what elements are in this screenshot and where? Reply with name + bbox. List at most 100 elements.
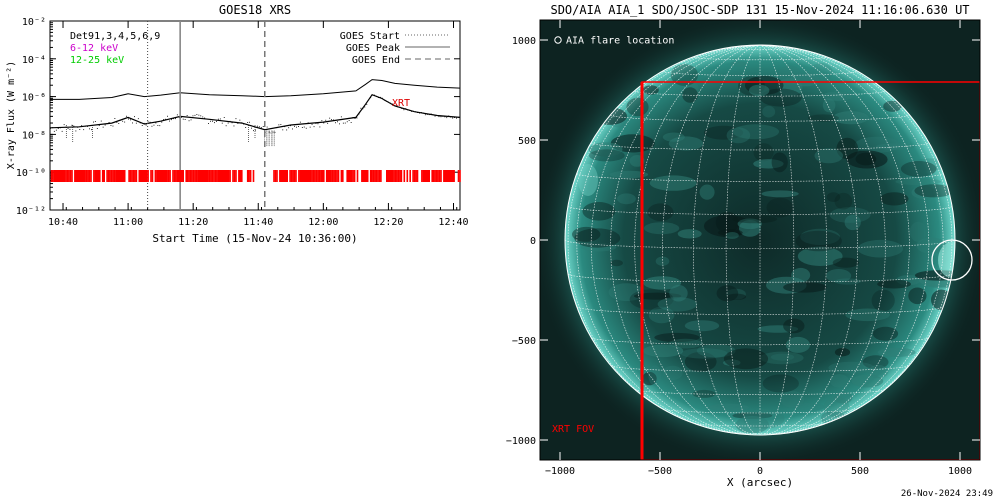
goes-noise-point bbox=[135, 122, 137, 124]
goes-noise-point bbox=[403, 109, 405, 111]
xrt-exposure-mark bbox=[350, 170, 353, 182]
xrt-exposure-mark bbox=[451, 170, 454, 182]
goes-noise-point bbox=[342, 122, 344, 124]
goes-y-tick-label: 10⁻⁴ bbox=[22, 55, 46, 66]
aia-y-tick-label: 1000 bbox=[512, 36, 536, 47]
disk-texture-blob bbox=[735, 416, 769, 434]
xrt-exposure-mark bbox=[340, 170, 343, 182]
disk-texture-blob bbox=[643, 85, 659, 95]
goes-noise-point bbox=[143, 122, 145, 124]
goes-x-tick-label: 12:20 bbox=[373, 217, 403, 228]
xrt-exposure-mark bbox=[167, 170, 170, 182]
disk-texture-blob bbox=[900, 161, 937, 177]
goes-x-tick-label: 11:40 bbox=[243, 217, 273, 228]
disk-texture-blob bbox=[699, 184, 715, 200]
goes-noise-point bbox=[356, 117, 358, 119]
goes-noise-point bbox=[93, 121, 94, 123]
goes-noise-point bbox=[194, 114, 196, 116]
disk-texture-blob bbox=[851, 374, 884, 388]
goes-noise-point bbox=[335, 122, 336, 124]
goes-noise-point bbox=[319, 126, 321, 128]
disk-texture-blob bbox=[643, 222, 680, 235]
xrt-exposure-mark bbox=[371, 170, 373, 182]
xrt-exposure-mark bbox=[197, 170, 199, 182]
xrt-exposure-mark bbox=[109, 170, 111, 182]
goes-noise-point bbox=[407, 109, 409, 111]
goes-x-tick-label: 11:20 bbox=[178, 217, 208, 228]
xrt-exposure-mark bbox=[325, 170, 328, 182]
goes-noise-point bbox=[225, 125, 227, 127]
goes-noise-point bbox=[286, 129, 288, 131]
goes-y-tick-label: 10⁻⁶ bbox=[22, 93, 46, 104]
disk-texture-blob bbox=[762, 374, 799, 393]
goes-noise-point bbox=[362, 108, 364, 110]
xrt-exposure-mark bbox=[336, 170, 338, 182]
xrt-exposure-mark bbox=[421, 170, 423, 182]
disk-texture-blob bbox=[771, 152, 788, 173]
disk-texture-blob bbox=[642, 371, 657, 386]
disk-texture-blob bbox=[807, 114, 839, 122]
xrt-exposure-mark bbox=[191, 170, 193, 182]
goes-noise-point bbox=[260, 127, 262, 129]
disk-texture-blob bbox=[649, 175, 697, 191]
xrt-exposure-mark bbox=[361, 170, 363, 182]
disk-texture-blob bbox=[834, 348, 851, 357]
aia-x-tick-label: −500 bbox=[648, 466, 672, 477]
goes-noise-point bbox=[350, 122, 352, 123]
xrt-exposure-mark bbox=[198, 170, 201, 182]
goes-x-tick-label: 12:00 bbox=[308, 217, 338, 228]
disk-texture-blob bbox=[648, 306, 675, 324]
xrt-exposure-mark bbox=[369, 170, 372, 182]
goes-series-group bbox=[49, 79, 461, 147]
xrt-exposure-mark bbox=[207, 170, 209, 182]
xrt-exposure-mark bbox=[55, 170, 57, 182]
goes-noise-point bbox=[438, 116, 440, 118]
xrt-exposure-mark bbox=[220, 170, 223, 182]
xrt-exposure-mark bbox=[154, 170, 157, 182]
goes-noise-point bbox=[108, 122, 110, 123]
disk-texture-blob bbox=[854, 136, 901, 153]
goes-noise-point bbox=[163, 119, 165, 120]
goes-noise-point bbox=[176, 114, 178, 116]
xrt-exposure-mark bbox=[56, 170, 59, 182]
xrt-exposure-mark bbox=[163, 170, 165, 182]
goes-legend-right-label: GOES Peak bbox=[346, 43, 400, 54]
xrt-exposure-mark bbox=[159, 170, 161, 182]
goes-noise-point bbox=[118, 123, 120, 124]
xrt-exposure-mark bbox=[186, 170, 189, 182]
goes-noise-point bbox=[323, 122, 325, 124]
flare-legend-icon bbox=[554, 36, 562, 44]
xrt-exposure-mark bbox=[238, 170, 240, 182]
disk-texture-blob bbox=[789, 73, 821, 87]
xrt-exposure-mark bbox=[290, 170, 293, 182]
grid-line bbox=[692, 44, 761, 436]
goes-noise-point bbox=[294, 125, 295, 127]
goes-noise-point bbox=[132, 122, 133, 124]
xrt-exposure-mark bbox=[386, 170, 388, 182]
xrt-exposure-mark bbox=[444, 170, 447, 182]
disk-texture-blob bbox=[828, 361, 875, 374]
goes-noise-point bbox=[393, 105, 395, 107]
xrt-exposure-mark bbox=[110, 170, 113, 182]
goes-noise-point bbox=[180, 117, 182, 118]
disk-texture-blob bbox=[871, 289, 895, 312]
aia-x-tick-label: 500 bbox=[851, 466, 869, 477]
goes-noise-point bbox=[450, 116, 452, 118]
goes-noise-point bbox=[399, 106, 401, 108]
goes-noise-point bbox=[290, 125, 291, 127]
xrt-exposure-mark bbox=[239, 170, 242, 182]
disk-texture-blob bbox=[834, 192, 853, 210]
disk-texture-blob bbox=[757, 325, 799, 333]
goes-noise-point bbox=[422, 112, 424, 114]
xrt-exposure-mark bbox=[387, 170, 389, 182]
xrt-exposure-mark bbox=[229, 170, 231, 182]
grid-line bbox=[564, 239, 956, 249]
disk-texture-blob bbox=[657, 297, 698, 312]
goes-noise-point bbox=[266, 126, 268, 128]
xrt-exposure-mark bbox=[312, 170, 315, 182]
heliographic-grid bbox=[564, 44, 956, 436]
goes-xrs-chart: GOES18 XRS 10⁻² 10⁻⁴ 10⁻⁶ 10⁻⁸ 10⁻¹⁰ 10⁻¹² 10… bbox=[6, 3, 469, 245]
xrt-exposure-mark bbox=[208, 170, 211, 182]
xrt-exposure-mark bbox=[141, 170, 143, 182]
xrt-exposure-mark bbox=[293, 170, 296, 182]
